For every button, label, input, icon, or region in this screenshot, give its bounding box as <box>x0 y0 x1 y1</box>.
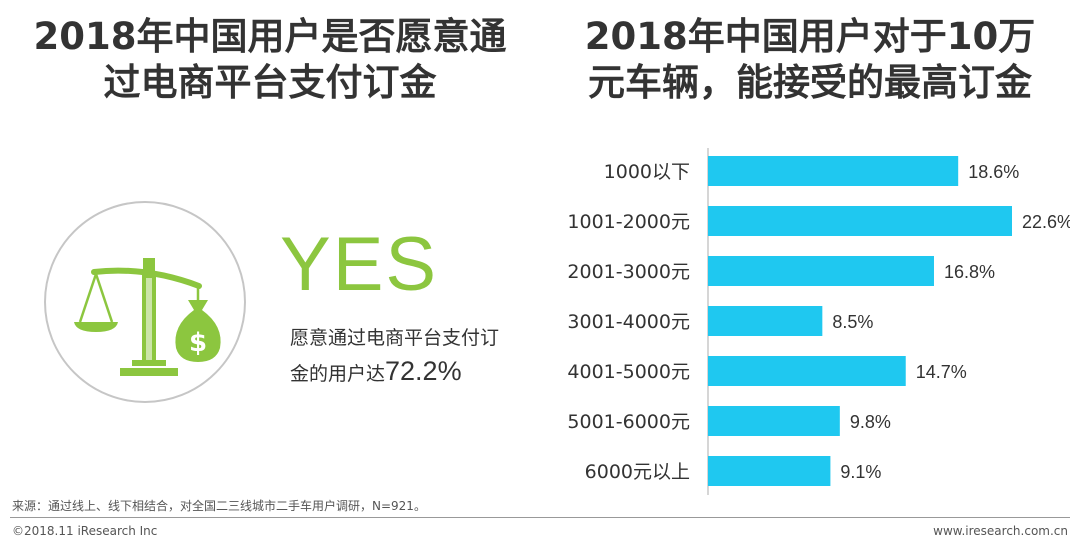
value-label: 9.1% <box>840 462 881 482</box>
value-label: 18.6% <box>968 162 1019 182</box>
answer-yes: YES <box>280 222 439 307</box>
bar <box>708 356 906 386</box>
category-label: 1000以下 <box>604 161 690 183</box>
left-title-line2: 过电商平台支付订金 <box>103 61 437 104</box>
bar <box>708 406 840 436</box>
left-chart-title: 2018年中国用户是否愿意通 过电商平台支付订金 <box>10 14 530 106</box>
bar <box>708 206 1012 236</box>
stat-prefix: 金的用户达 <box>290 363 386 385</box>
stat-description-line1: 愿意通过电商平台支付订 <box>290 327 500 349</box>
value-label: 14.7% <box>916 362 967 382</box>
value-label: 8.5% <box>832 312 873 332</box>
category-label: 3001-4000元 <box>567 311 690 333</box>
copyright: ©2018.11 iResearch Inc <box>12 524 158 538</box>
footer-divider <box>10 517 1070 518</box>
value-label: 9.8% <box>850 412 891 432</box>
value-label: 22.6% <box>1022 212 1070 232</box>
stat-description-line2: 金的用户达72.2% <box>290 356 462 389</box>
right-chart-title: 2018年中国用户对于10万 元车辆，能接受的最高订金 <box>550 14 1070 106</box>
right-title-line1: 2018年中国用户对于10万 <box>584 15 1036 58</box>
category-label: 1001-2000元 <box>567 211 690 233</box>
deposit-bar-chart: 1000以下 18.6% 1001-2000元 22.6% 2001-3000元 16.8… <box>567 148 1070 495</box>
right-title-line2: 元车辆，能接受的最高订金 <box>588 61 1032 104</box>
category-label: 2001-3000元 <box>567 261 690 283</box>
category-label: 6000元以上 <box>585 461 690 483</box>
value-label: 16.8% <box>944 262 995 282</box>
svg-text:$: $ <box>189 328 207 358</box>
bar <box>708 156 959 186</box>
left-title-line1: 2018年中国用户是否愿意通 <box>33 15 507 58</box>
bar <box>708 306 823 336</box>
balance-scale-money-bag-icon: $ <box>74 258 221 376</box>
website: www.iresearch.com.cn <box>933 524 1068 538</box>
category-label: 5001-6000元 <box>567 411 690 433</box>
source-note: 来源：通过线上、线下相结合，对全国二三线城市二手车用户调研，N=921。 <box>12 499 426 513</box>
bar <box>708 456 831 486</box>
stat-value: 72.2% <box>385 356 462 386</box>
icon-circle <box>44 201 246 403</box>
bar <box>708 256 934 286</box>
category-label: 4001-5000元 <box>567 361 690 383</box>
